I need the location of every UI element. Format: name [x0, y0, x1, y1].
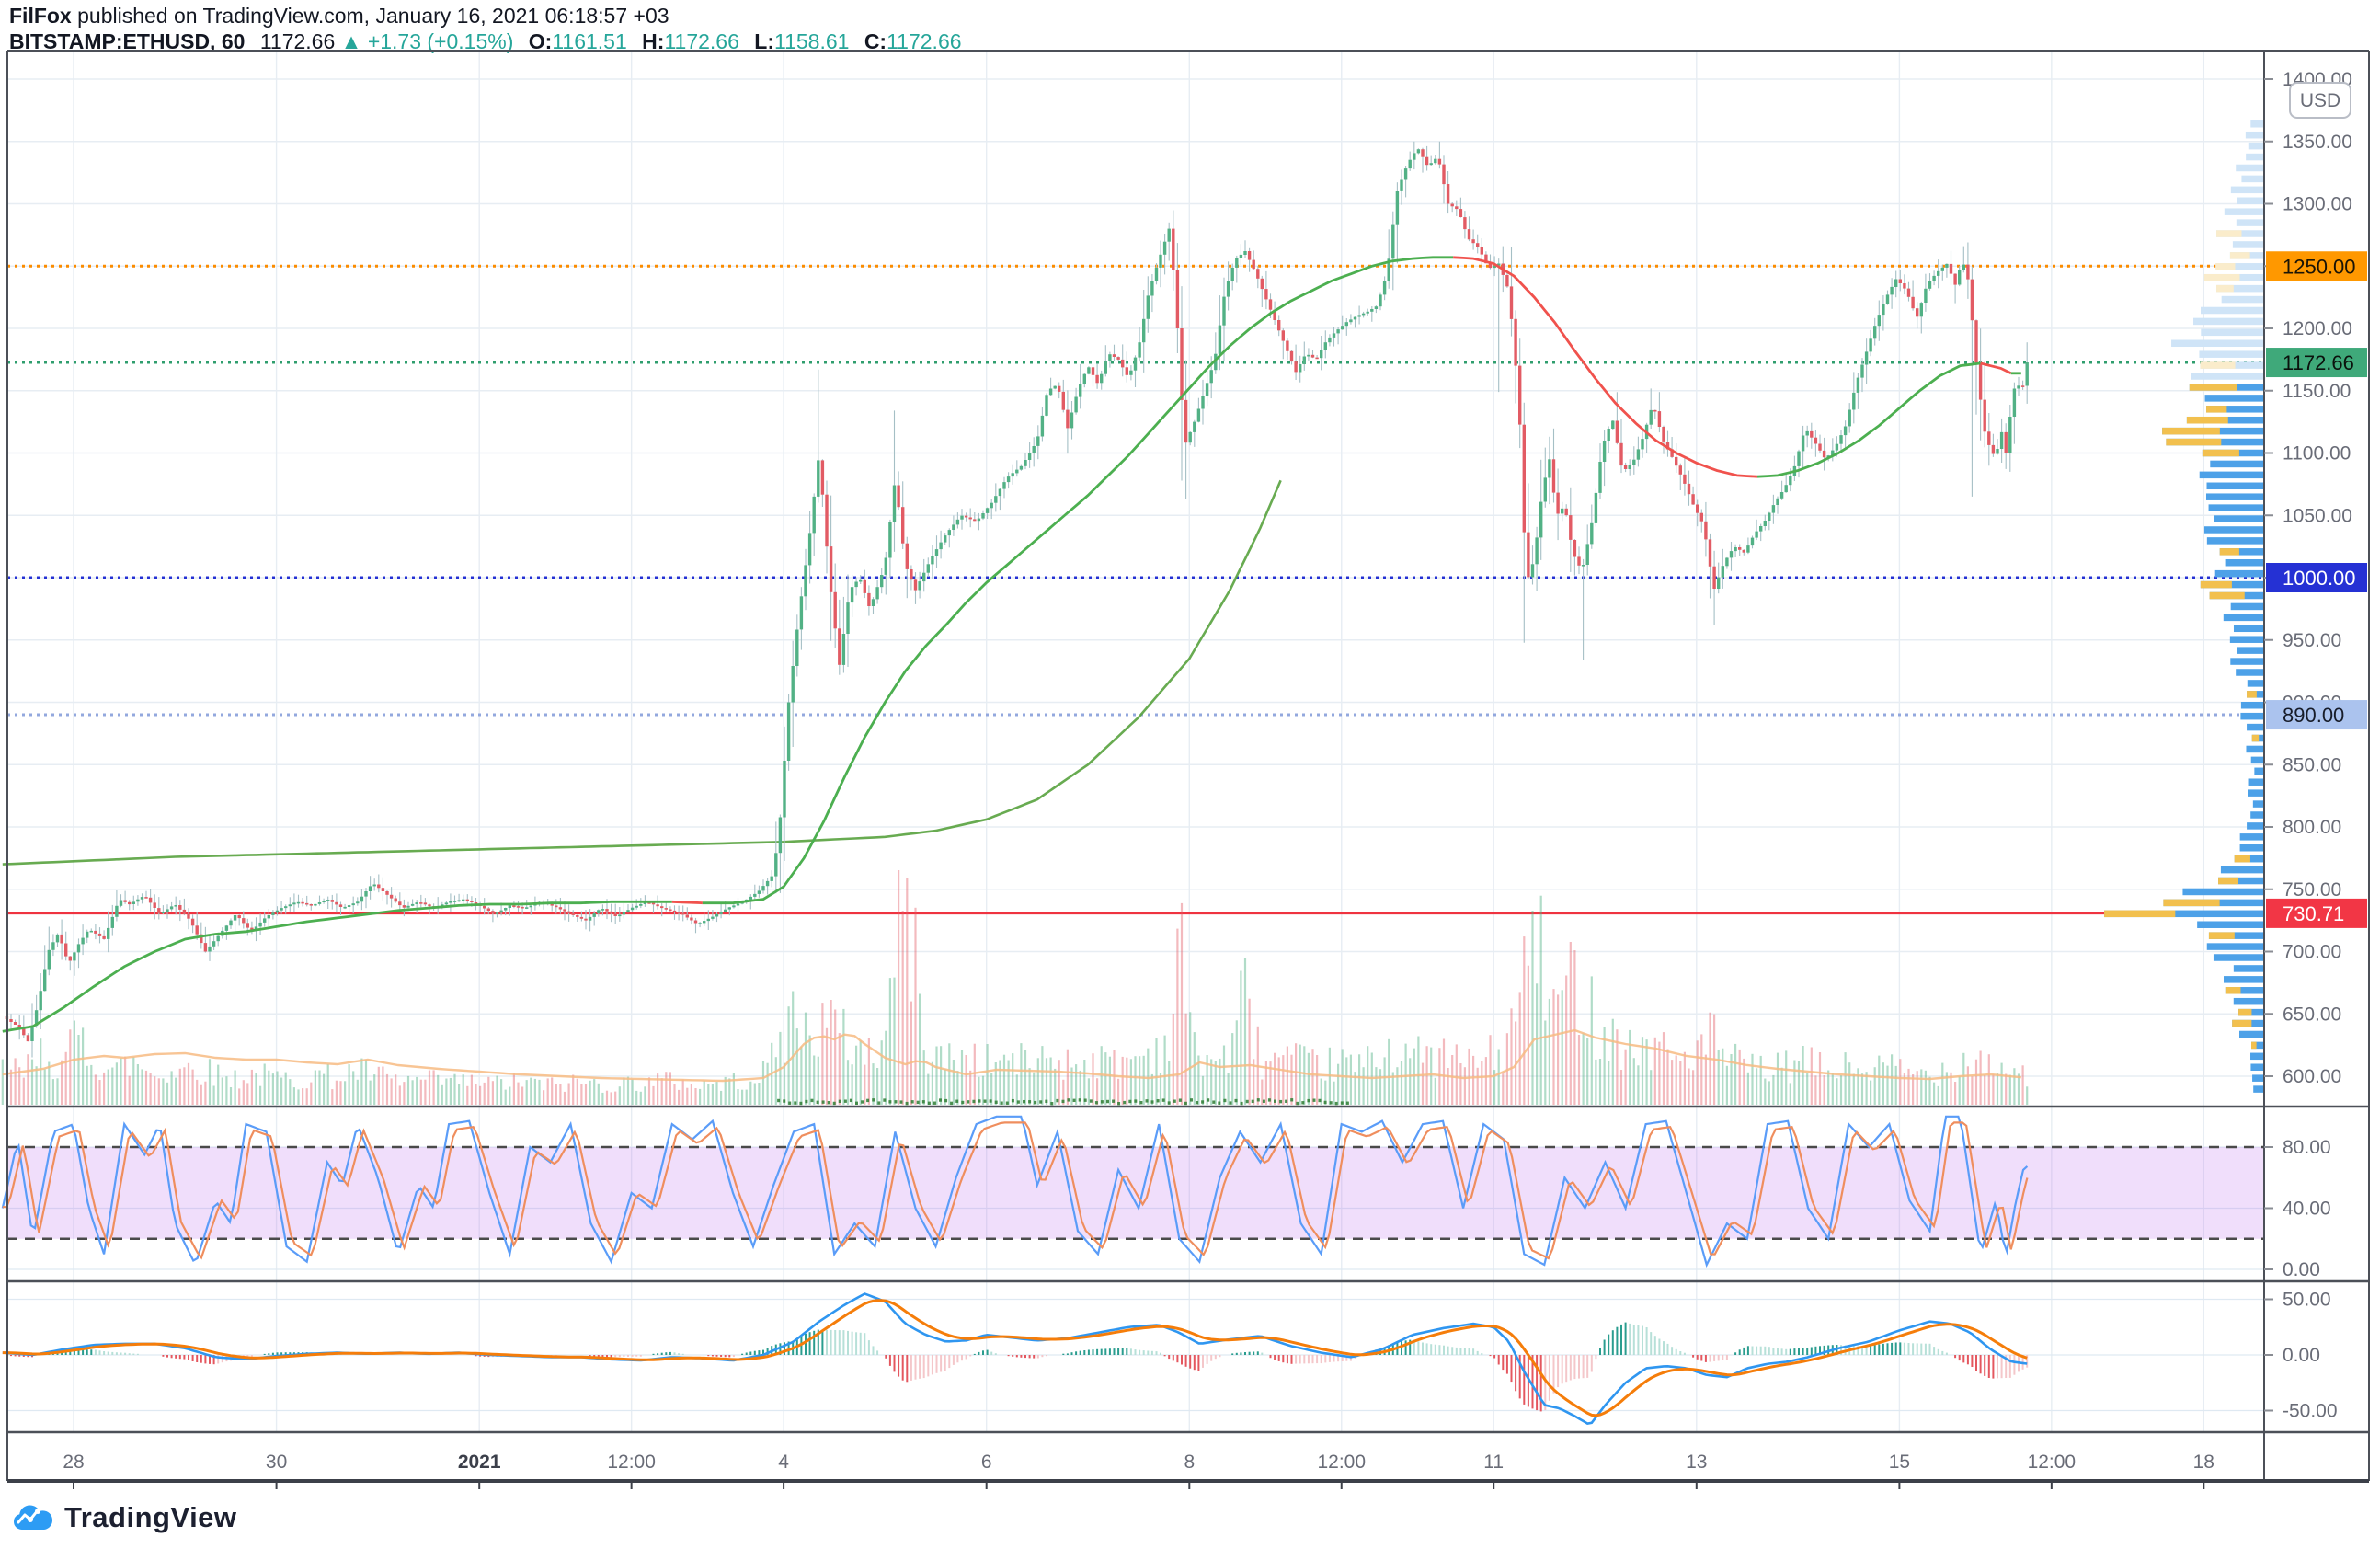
- symbol-interval[interactable]: BITSTAMP:ETHUSD, 60: [9, 29, 246, 53]
- close-value: 1172.66: [887, 29, 962, 53]
- publish-info: published on TradingView.com, January 16…: [71, 4, 669, 28]
- svg-text:800.00: 800.00: [2283, 817, 2341, 838]
- author-name: FilFox: [9, 4, 72, 28]
- symbol-line: BITSTAMP:ETHUSD, 60 1172.66 ▲ +1.73 (+0.…: [9, 29, 962, 53]
- svg-text:6: 6: [981, 1451, 992, 1473]
- last-price: 1172.66: [259, 29, 336, 53]
- svg-text:1150.00: 1150.00: [2283, 381, 2351, 402]
- svg-text:USD: USD: [2300, 90, 2340, 111]
- svg-text:730.71: 730.71: [2283, 902, 2344, 925]
- publish-line: FilFox published on TradingView.com, Jan…: [9, 4, 962, 28]
- svg-text:18: 18: [2193, 1451, 2214, 1473]
- close-label: C:: [864, 29, 887, 53]
- open-label: O:: [528, 29, 553, 53]
- svg-text:4: 4: [778, 1451, 789, 1473]
- volume-histogram: [1, 870, 2029, 1106]
- price-axis: 1400.001350.001300.001250.001200.001150.…: [2264, 69, 2367, 1422]
- high-label: H:: [642, 29, 665, 53]
- svg-text:0.00: 0.00: [2283, 1259, 2320, 1280]
- svg-text:12:00: 12:00: [2028, 1451, 2077, 1473]
- stochastic-pane: [1, 1115, 2264, 1268]
- svg-text:1250.00: 1250.00: [2283, 255, 2356, 278]
- open-value: 1161.51: [552, 29, 627, 53]
- svg-text:1300.00: 1300.00: [2283, 194, 2352, 215]
- svg-text:600.00: 600.00: [2283, 1066, 2341, 1087]
- macd-pane: [2, 1292, 2029, 1425]
- svg-text:650.00: 650.00: [2283, 1004, 2341, 1025]
- svg-text:0.00: 0.00: [2283, 1345, 2320, 1366]
- svg-text:12:00: 12:00: [1317, 1451, 1366, 1473]
- svg-text:1350.00: 1350.00: [2283, 132, 2352, 153]
- tradingview-cloud-icon: [14, 1505, 52, 1530]
- price-change: +1.73 (+0.15%): [367, 29, 514, 53]
- svg-text:1000.00: 1000.00: [2283, 567, 2356, 590]
- svg-text:28: 28: [63, 1451, 84, 1473]
- svg-text:15: 15: [1889, 1451, 1910, 1473]
- tradingview-logo[interactable]: TradingView: [13, 1501, 237, 1534]
- svg-text:80.00: 80.00: [2283, 1137, 2331, 1158]
- svg-text:950.00: 950.00: [2283, 630, 2341, 651]
- svg-text:700.00: 700.00: [2283, 942, 2341, 963]
- tradingview-logo-text: TradingView: [64, 1501, 237, 1533]
- svg-text:50.00: 50.00: [2283, 1290, 2331, 1311]
- svg-text:1050.00: 1050.00: [2283, 505, 2352, 526]
- svg-text:1100.00: 1100.00: [2283, 443, 2351, 465]
- high-value: 1172.66: [664, 29, 739, 53]
- svg-text:1172.66: 1172.66: [2283, 351, 2354, 374]
- grid-layer: [7, 51, 2264, 1432]
- low-value: 1158.61: [773, 29, 850, 53]
- svg-text:2021: 2021: [458, 1451, 501, 1473]
- up-arrow-icon: ▲: [340, 29, 362, 53]
- chart-header: FilFox published on TradingView.com, Jan…: [9, 4, 962, 53]
- time-axis: 28 30 2021 12:00 4 6 8 12:00 11 13 15 12:00 18: [63, 1451, 2214, 1489]
- svg-text:1200.00: 1200.00: [2283, 318, 2352, 339]
- slow-ma-line: [2, 479, 1282, 866]
- svg-text:13: 13: [1686, 1451, 1707, 1473]
- volume-profile: [2104, 120, 2264, 1093]
- svg-text:890.00: 890.00: [2283, 704, 2344, 727]
- svg-text:40.00: 40.00: [2283, 1199, 2331, 1220]
- svg-text:850.00: 850.00: [2283, 754, 2341, 775]
- svg-text:8: 8: [1184, 1451, 1195, 1473]
- candles-layer: [5, 141, 2029, 1058]
- fast-ma-line: [2, 256, 2021, 1033]
- svg-text:12:00: 12:00: [607, 1451, 656, 1473]
- svg-text:30: 30: [266, 1451, 287, 1473]
- svg-text:11: 11: [1483, 1451, 1504, 1473]
- low-label: L:: [754, 29, 774, 53]
- svg-text:-50.00: -50.00: [2283, 1401, 2338, 1422]
- svg-text:750.00: 750.00: [2283, 879, 2341, 901]
